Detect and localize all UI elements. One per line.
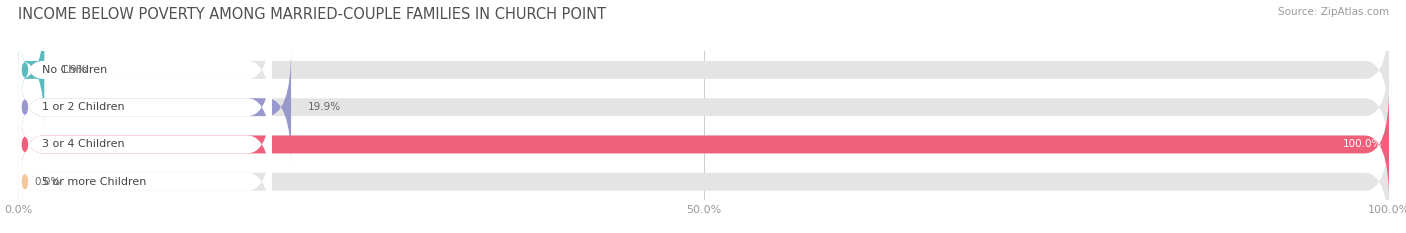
Circle shape [22, 138, 27, 151]
FancyBboxPatch shape [18, 12, 1389, 128]
FancyBboxPatch shape [18, 12, 271, 128]
FancyBboxPatch shape [18, 123, 271, 233]
FancyBboxPatch shape [18, 49, 291, 165]
Circle shape [22, 175, 27, 188]
FancyBboxPatch shape [18, 49, 1389, 165]
FancyBboxPatch shape [18, 86, 271, 203]
Text: No Children: No Children [42, 65, 108, 75]
Text: Source: ZipAtlas.com: Source: ZipAtlas.com [1278, 7, 1389, 17]
Text: INCOME BELOW POVERTY AMONG MARRIED-COUPLE FAMILIES IN CHURCH POINT: INCOME BELOW POVERTY AMONG MARRIED-COUPL… [18, 7, 606, 22]
FancyBboxPatch shape [18, 86, 1389, 203]
Text: 0.0%: 0.0% [35, 177, 60, 187]
FancyBboxPatch shape [18, 12, 45, 128]
Text: 100.0%: 100.0% [1343, 140, 1382, 149]
Text: 1.9%: 1.9% [60, 65, 87, 75]
Circle shape [22, 100, 27, 114]
Text: 5 or more Children: 5 or more Children [42, 177, 146, 187]
FancyBboxPatch shape [18, 123, 1389, 233]
FancyBboxPatch shape [18, 86, 1389, 203]
FancyBboxPatch shape [18, 49, 271, 165]
Text: 1 or 2 Children: 1 or 2 Children [42, 102, 125, 112]
Text: 19.9%: 19.9% [308, 102, 340, 112]
Circle shape [22, 63, 27, 77]
Text: 3 or 4 Children: 3 or 4 Children [42, 140, 125, 149]
